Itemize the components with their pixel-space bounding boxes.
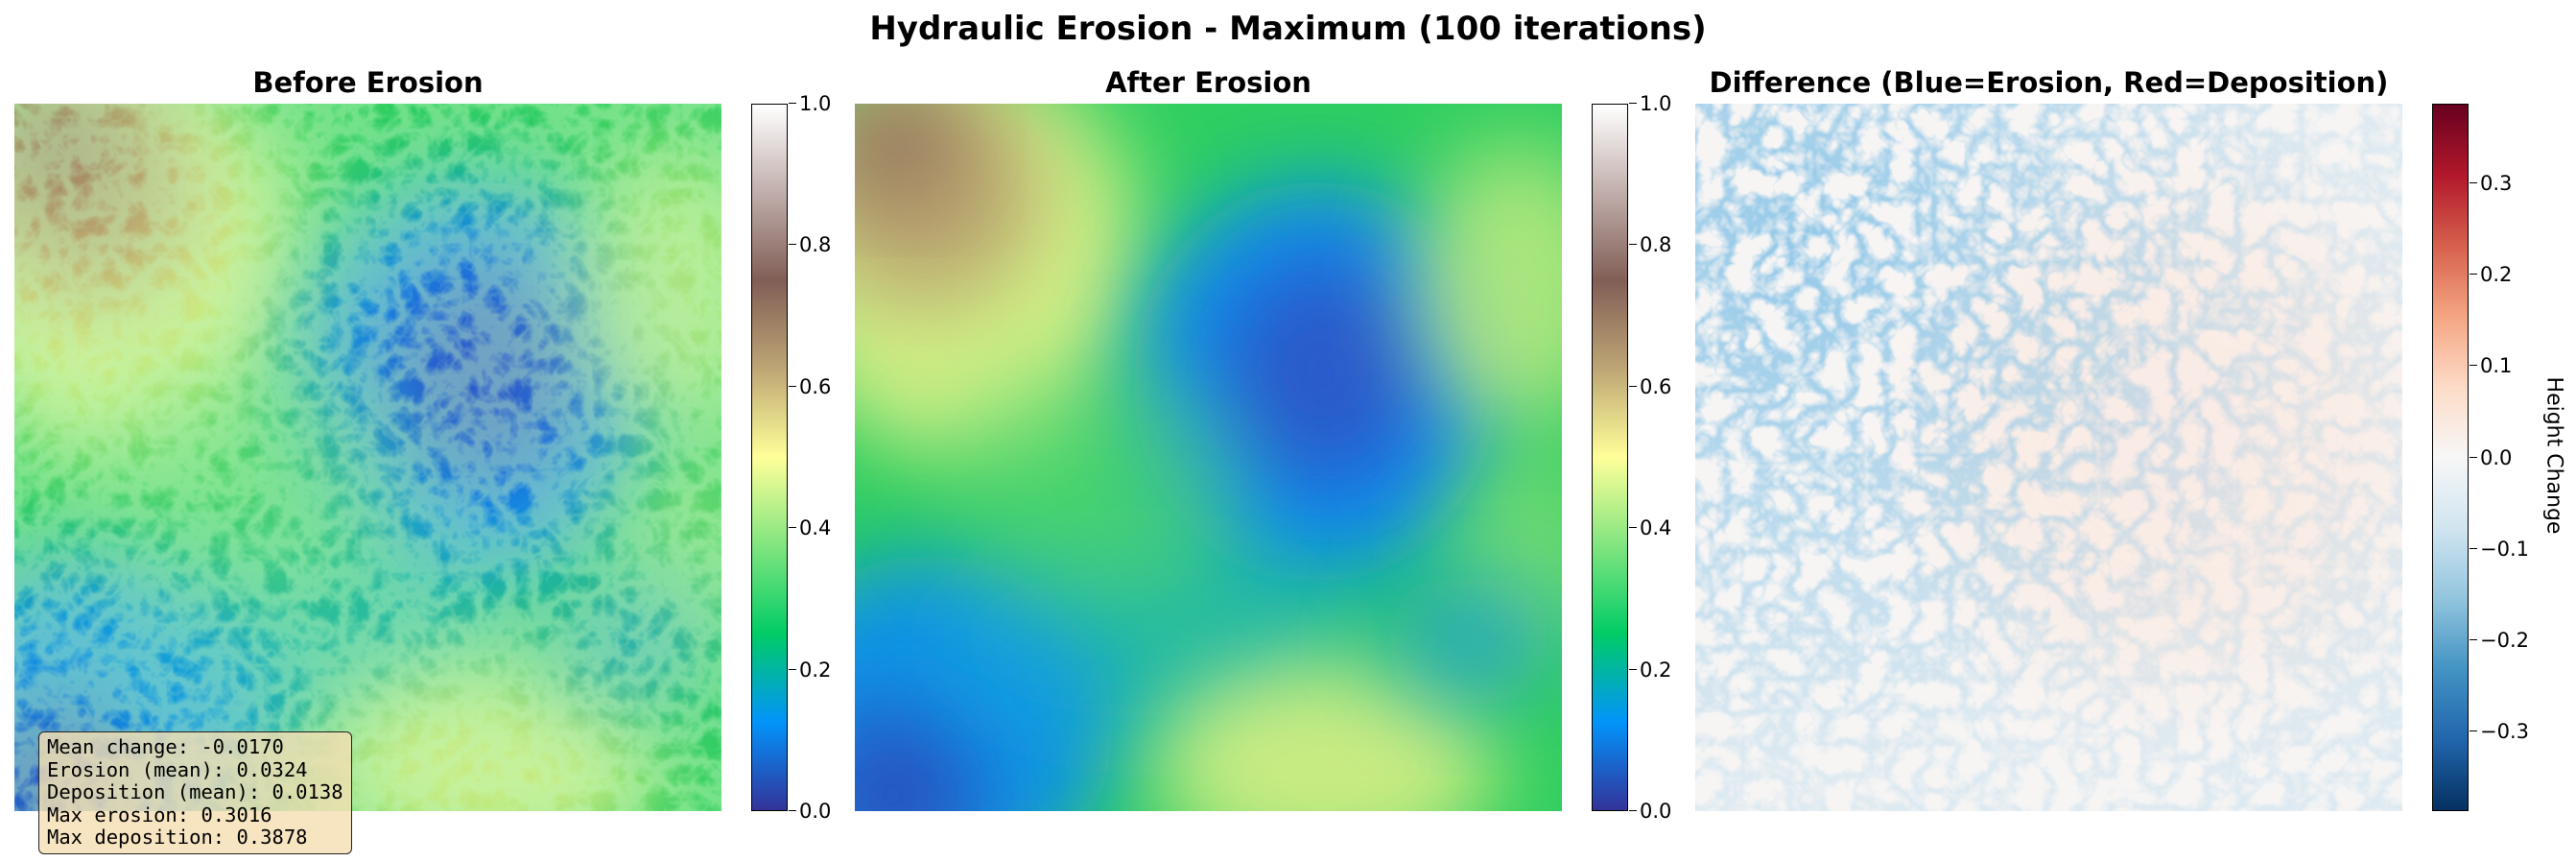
heatmap-before-erosion	[14, 104, 721, 811]
figure-title: Hydraulic Erosion - Maximum (100 iterati…	[869, 10, 1707, 48]
before-terrain-svg	[14, 104, 721, 811]
colorbar-tick-label: 0.2	[2469, 263, 2513, 287]
stat-erosion-mean: Erosion (mean): 0.0324	[47, 757, 308, 781]
colorbar-tick-label: 0.4	[1628, 516, 1672, 540]
colorbar-tick-label: 1.0	[788, 92, 832, 115]
terrain-hill	[1152, 660, 1498, 811]
terrain-plain	[941, 363, 1248, 612]
colorbar-tick-label: 1.0	[1628, 92, 1672, 115]
panel-title-after: After Erosion	[1105, 66, 1312, 99]
stat-deposition-mean: Deposition (mean): 0.0138	[47, 780, 343, 803]
stat-mean-change: Mean change: -0.0170	[47, 735, 284, 758]
heatmap-after-erosion	[855, 104, 1562, 811]
colorbar-tick-label: 0.2	[788, 658, 832, 682]
colorbar-tick-label: 0.1	[2469, 354, 2513, 378]
colorbar-tick-label: 0.2	[1628, 658, 1672, 682]
colorbar-tick-label: 0.4	[788, 516, 832, 540]
panel-title-before: Before Erosion	[252, 66, 484, 99]
colorbar-tick-label: 0.0	[2469, 445, 2513, 469]
terrain-hill	[1411, 142, 1562, 430]
panel-title-difference: Difference (Blue=Erosion, Red=Deposition…	[1709, 66, 2389, 99]
colorbar-tick-label: 0.6	[788, 374, 832, 398]
colorbar-tick-label: 0.8	[1628, 233, 1672, 257]
colorbar-tick-label: −0.1	[2470, 537, 2529, 561]
colorbar-tick-label: 0.0	[1628, 800, 1672, 823]
colorbar-tick-label: −0.3	[2470, 719, 2529, 743]
colorbar-difference	[2432, 104, 2469, 811]
after-terrain-svg	[855, 104, 1562, 811]
erosion-channels	[1695, 104, 2402, 811]
colorbar-difference-label: Height Change	[2541, 376, 2566, 535]
stats-box: Mean change: -0.0170 Erosion (mean): 0.0…	[38, 731, 352, 854]
difference-svg	[1695, 104, 2402, 811]
terrain-texture	[14, 104, 721, 811]
colorbar-tick-label: −0.2	[2470, 628, 2529, 652]
terrain-lowland-deep	[855, 708, 980, 811]
stat-max-deposition: Max deposition: 0.3878	[47, 826, 308, 849]
colorbar-tick-label: 0.0	[788, 800, 832, 823]
colorbar-before	[751, 104, 788, 811]
colorbar-tick-label: 0.3	[2469, 172, 2513, 196]
heatmap-difference	[1695, 104, 2402, 811]
stat-max-erosion: Max erosion: 0.3016	[47, 802, 272, 826]
terrain-basin-deep	[1219, 257, 1430, 488]
terrain-lowland	[1383, 574, 1555, 708]
colorbar-tick-label: 0.6	[1628, 374, 1672, 398]
terrain-peak	[855, 104, 960, 200]
colorbar-tick-label: 0.8	[788, 233, 832, 257]
colorbar-after	[1592, 104, 1628, 811]
